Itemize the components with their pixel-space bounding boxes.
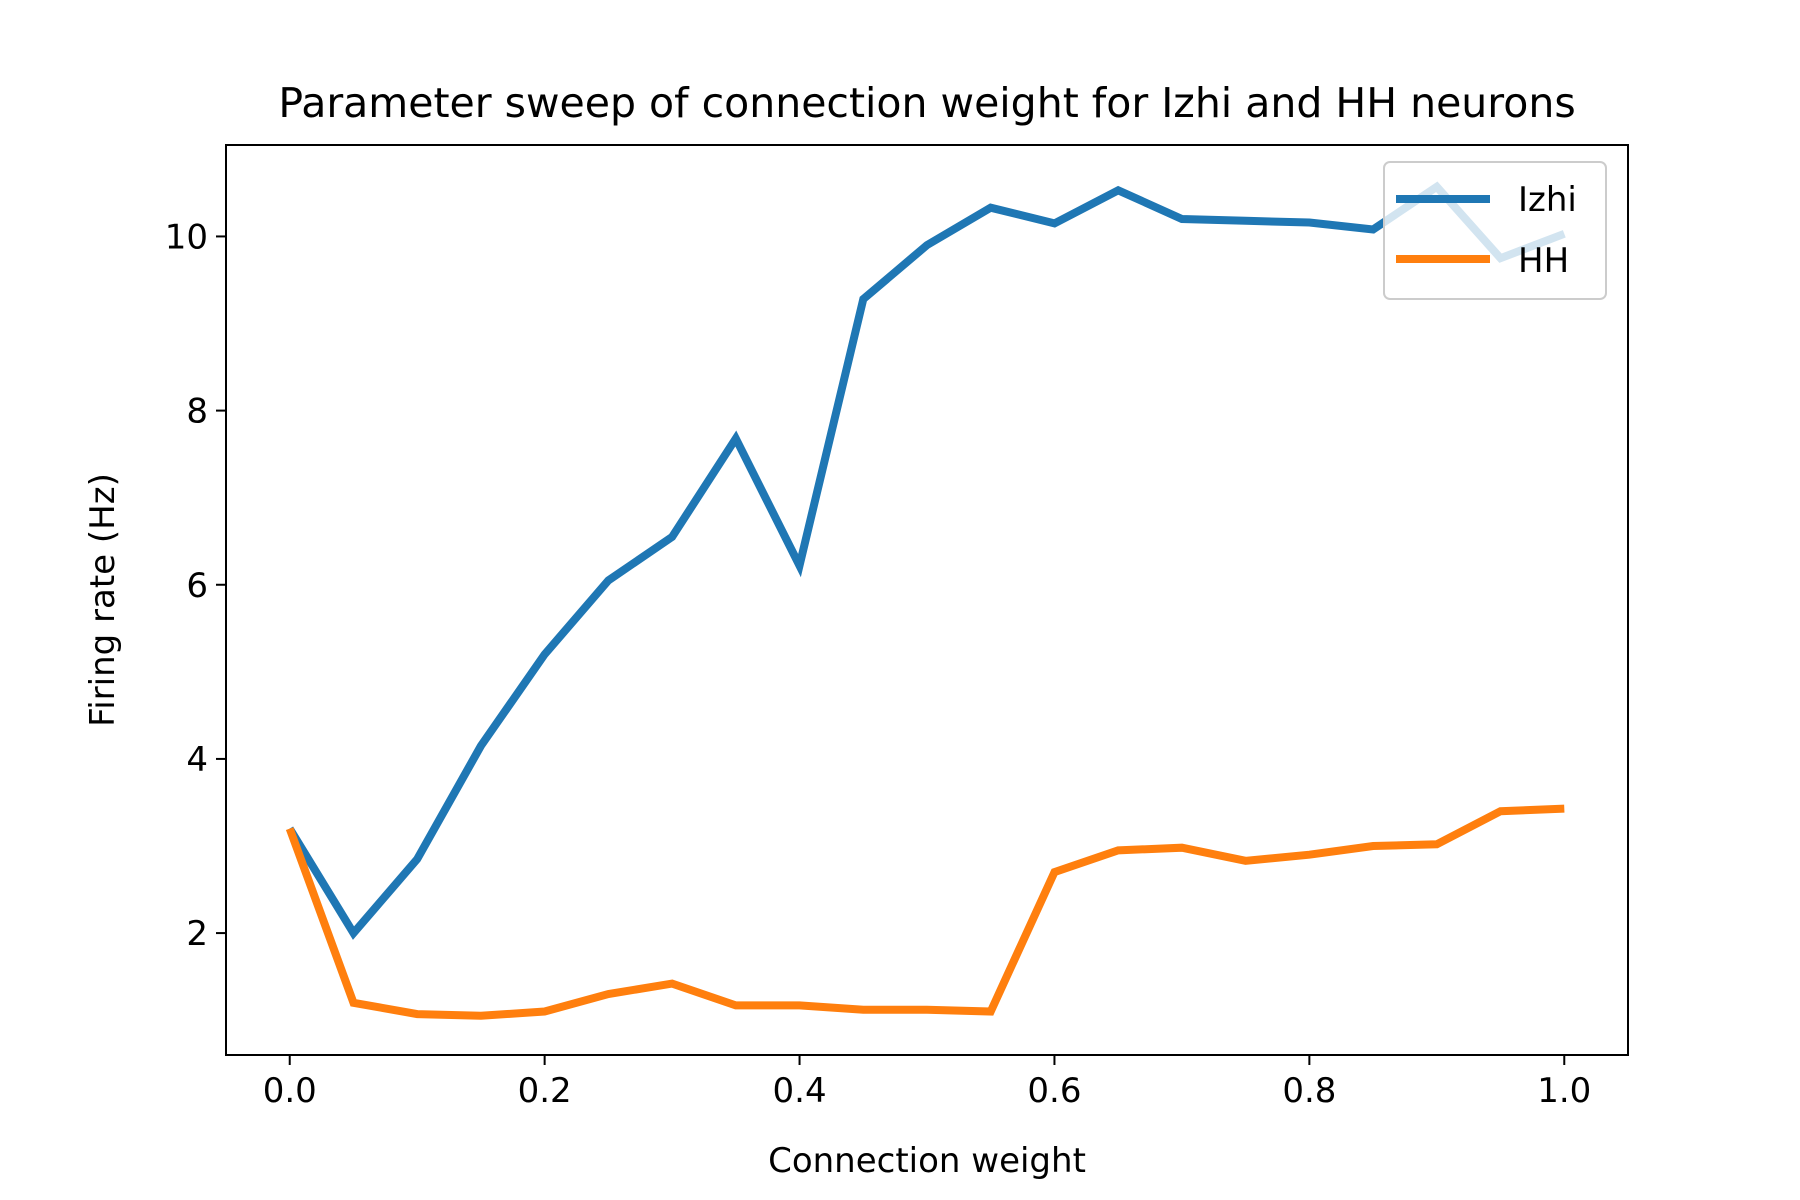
y-tick-label: 8	[186, 392, 208, 432]
y-tick-label: 2	[186, 914, 208, 954]
y-tick-label: 6	[186, 566, 208, 606]
y-tick-label: 4	[186, 740, 208, 780]
x-tick-label: 0.2	[518, 1071, 572, 1111]
series-line-izhi	[286, 181, 1566, 940]
chart-title: Parameter sweep of connection weight for…	[278, 79, 1575, 127]
y-axis-ticks: 2 4 6 8 10	[165, 217, 226, 954]
x-tick-label: 0.0	[263, 1071, 317, 1111]
x-tick-label: 0.8	[1282, 1071, 1336, 1111]
legend: Izhi HH	[1383, 161, 1607, 300]
x-tick-label: 1.0	[1537, 1071, 1591, 1111]
x-axis-label: Connection weight	[768, 1141, 1086, 1181]
x-tick-label: 0.4	[773, 1071, 827, 1111]
x-tick-label: 0.6	[1027, 1071, 1081, 1111]
series-line-hh	[285, 804, 1565, 1020]
series-layer	[285, 181, 1566, 1020]
plot-area-frame	[225, 144, 1629, 1056]
x-axis-ticks: 0.0 0.2 0.4 0.6 0.8 1.0	[263, 1055, 1591, 1111]
y-axis-label: Firing rate (Hz)	[83, 473, 123, 727]
legend-label-hh: HH	[1518, 241, 1569, 281]
y-tick-label: 10	[165, 217, 208, 257]
legend-label-izhi: Izhi	[1518, 180, 1577, 220]
